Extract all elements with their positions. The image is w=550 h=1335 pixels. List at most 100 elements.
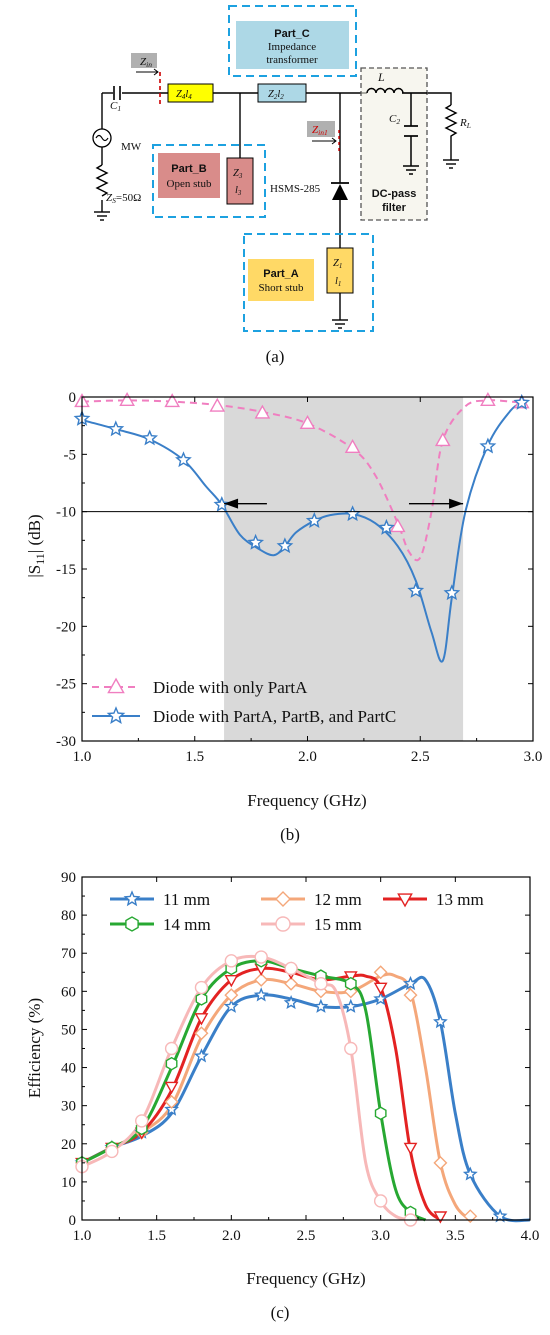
series-0-marker bbox=[164, 393, 181, 408]
s11-chart: 1.0 1.5 2.0 2.5 3.0 0 -5 -10 -15 -20 -25 -30 Diode … bbox=[25, 390, 542, 844]
circuit-schematic: Zin Zin1 C1 Z4l4 Z2l2 Z3 l3 Z1 l1 L C2 R… bbox=[92, 5, 471, 366]
caption-a: (a) bbox=[266, 347, 285, 366]
series-2-marker bbox=[224, 975, 239, 988]
x-tick-label: 1.5 bbox=[147, 1228, 166, 1244]
series-1-marker bbox=[378, 518, 395, 535]
y-tick-label: -10 bbox=[56, 505, 76, 521]
series-1-marker bbox=[254, 972, 269, 987]
series-1-marker bbox=[276, 537, 294, 554]
plot-frame bbox=[81, 876, 531, 1221]
x-tick-label: 2.5 bbox=[297, 1228, 316, 1244]
efficiency-legend: 11 mm 12 mm 13 mm 14 mm 15 mm bbox=[110, 890, 484, 934]
c1-label: C bbox=[110, 100, 118, 112]
legend-label-0: 11 mm bbox=[163, 890, 210, 909]
x-tick-label: 2.5 bbox=[411, 749, 430, 765]
svg-text:Z3: Z3 bbox=[233, 168, 243, 180]
filter-line1: DC-pass bbox=[372, 188, 417, 200]
series-1-marker bbox=[141, 429, 159, 446]
efficiency-y-axis-title: Efficiency (%) bbox=[25, 998, 44, 1098]
y-tick-label: -20 bbox=[56, 619, 76, 635]
y-tick-label: 90 bbox=[61, 870, 76, 886]
legend-label-2: 13 mm bbox=[436, 890, 484, 909]
series-line-1 bbox=[81, 972, 472, 1222]
z2-label: Z bbox=[268, 89, 274, 100]
s11-y-axis-title: |S11| (dB) bbox=[25, 514, 47, 577]
svg-text:l3: l3 bbox=[235, 185, 242, 197]
svg-text:Z1: Z1 bbox=[333, 258, 342, 270]
zin1-label: Z bbox=[312, 124, 319, 136]
band-arrow-head-0 bbox=[224, 498, 239, 509]
inductor-label: L bbox=[377, 70, 385, 84]
series-0-marker bbox=[344, 439, 361, 454]
filter-line2: filter bbox=[382, 202, 407, 214]
series-1-marker bbox=[373, 965, 388, 980]
series-0-marker bbox=[254, 404, 271, 419]
series-1-marker bbox=[164, 1094, 179, 1109]
series-0-marker bbox=[403, 975, 418, 991]
series-0-marker bbox=[434, 432, 451, 447]
series-4-marker bbox=[254, 950, 268, 964]
part-c-title: Part_C bbox=[274, 28, 310, 40]
svg-text:Z2l2: Z2l2 bbox=[268, 89, 284, 101]
diode-label: HSMS-285 bbox=[270, 183, 321, 195]
series-1-marker bbox=[433, 1155, 448, 1170]
y-tick-label: 10 bbox=[61, 1175, 76, 1191]
z4-label: Z bbox=[176, 89, 182, 100]
series-3-marker bbox=[344, 976, 357, 991]
rl-label: R bbox=[459, 117, 467, 129]
series-0-marker bbox=[299, 414, 316, 429]
tl-z2-block bbox=[257, 83, 307, 103]
zin1-label-box bbox=[307, 121, 335, 137]
series-1-marker bbox=[443, 584, 461, 601]
s11-legend: Diode with only PartA Diode with PartA, P… bbox=[92, 677, 396, 726]
series-0-marker bbox=[164, 1101, 180, 1116]
c1-capacitor bbox=[113, 86, 121, 100]
series-4-marker bbox=[284, 961, 298, 976]
tl-z1-block bbox=[326, 247, 354, 294]
y-tick-label: 70 bbox=[61, 946, 76, 962]
series-line-2 bbox=[81, 966, 442, 1222]
svg-text:Z4l4: Z4l4 bbox=[176, 89, 192, 101]
part-a-line1: Short stub bbox=[259, 282, 304, 294]
series-0-marker bbox=[480, 392, 496, 407]
legend-marker-4 bbox=[275, 916, 291, 932]
legend-marker-0 bbox=[107, 677, 125, 694]
series-1-marker bbox=[403, 988, 418, 1003]
x-tick-label: 1.0 bbox=[73, 749, 92, 765]
z1-label: Z bbox=[333, 258, 339, 269]
svg-text:l1: l1 bbox=[335, 276, 341, 288]
series-0-marker bbox=[194, 1048, 209, 1063]
series-line-0 bbox=[81, 399, 522, 562]
series-1-marker bbox=[407, 581, 425, 598]
part-b-title: Part_B bbox=[171, 163, 207, 175]
legend-marker-1 bbox=[106, 706, 126, 724]
y-tick-label: -25 bbox=[56, 677, 76, 693]
series-1-marker bbox=[247, 533, 265, 550]
series-0-marker bbox=[283, 994, 299, 1010]
operating-band-shading bbox=[224, 397, 464, 741]
y-tick-label: 60 bbox=[61, 984, 76, 1000]
x-tick-label: 2.0 bbox=[222, 1228, 241, 1244]
diode-icon bbox=[331, 182, 349, 200]
y-tick-label: 0 bbox=[69, 390, 77, 406]
series-0-marker bbox=[492, 1208, 508, 1223]
series-2-marker bbox=[403, 1142, 418, 1156]
series-1-marker bbox=[194, 1026, 209, 1041]
part-a-title: Part_A bbox=[263, 268, 299, 280]
series-2-marker bbox=[194, 1013, 209, 1026]
series-0-marker bbox=[462, 1166, 478, 1181]
series-0-marker bbox=[389, 518, 406, 533]
series-0-marker bbox=[433, 1013, 448, 1029]
series-1-marker bbox=[305, 511, 323, 528]
x-tick-label: 3.0 bbox=[524, 749, 543, 765]
series-0-marker bbox=[223, 998, 239, 1013]
series-4-marker bbox=[105, 1144, 119, 1159]
l3-label: l bbox=[235, 185, 238, 196]
band-arrow-head-1 bbox=[449, 498, 464, 509]
series-4-marker bbox=[224, 954, 239, 968]
legend-label-3: 14 mm bbox=[163, 915, 211, 934]
series-4-marker bbox=[164, 1041, 179, 1056]
series-0-marker bbox=[343, 998, 359, 1013]
legend-label-1: Diode with PartA, PartB, and PartC bbox=[153, 707, 396, 726]
series-1-marker bbox=[463, 1209, 478, 1224]
